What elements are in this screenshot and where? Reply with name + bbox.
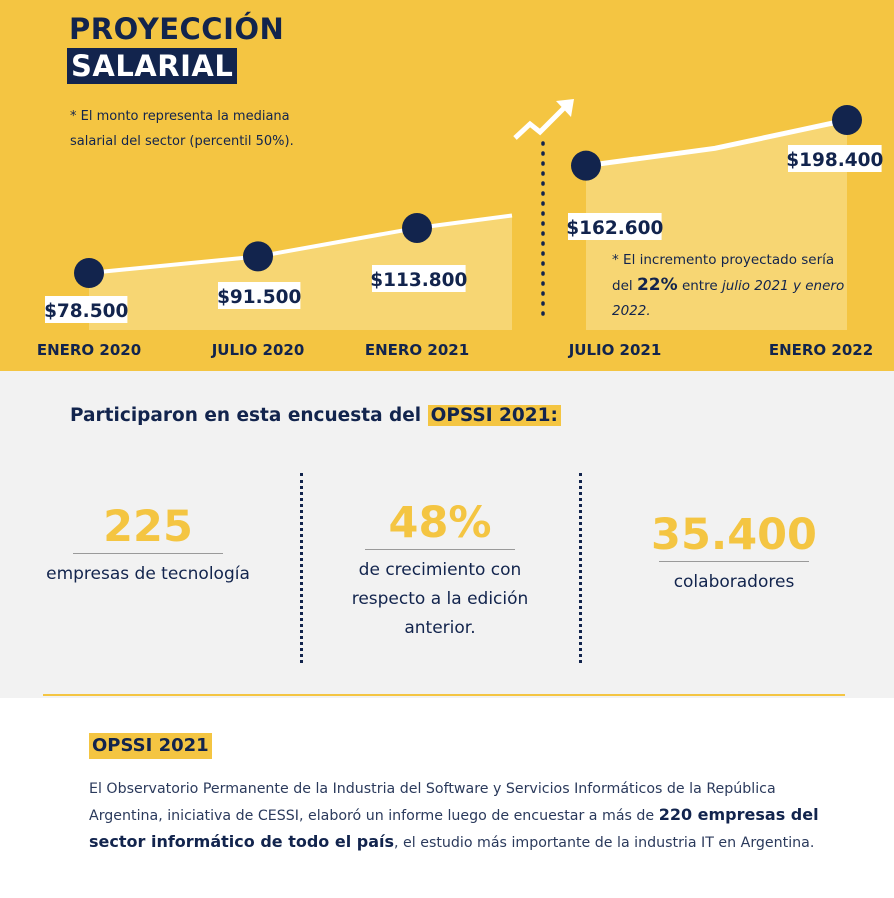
projection-period: julio 2021 y enero 2022.: [612, 278, 845, 319]
projection-percent: 22%: [636, 275, 678, 295]
x-tick-label: ENERO 2022: [769, 341, 873, 359]
data-label-box: [568, 213, 662, 240]
stat-companies-label: empresas de tecnología: [46, 564, 250, 584]
data-label: $78.500: [44, 301, 128, 322]
about-text-bold: 220 empresas del sector informático de t…: [89, 805, 819, 851]
trend-arrow-icon: [513, 105, 567, 140]
data-point: [402, 212, 432, 243]
dotted-divider: [300, 473, 303, 663]
about-title: OPSSI 2021: [89, 733, 212, 759]
chart-title-highlight: SALARIAL: [67, 48, 238, 84]
stat-growth-label-line: anterior.: [404, 618, 476, 638]
historic-series-line: [88, 213, 513, 275]
data-label-box: [45, 296, 128, 323]
stat-growth: 48% de crecimiento con respecto a la edi…: [320, 497, 560, 643]
chart-footnote: * El monto representa la mediana salaria…: [70, 109, 294, 149]
x-tick-label: ENERO 2021: [365, 341, 469, 359]
stat-divider: [659, 561, 809, 562]
chart-title: PROYECCIÓN: [69, 12, 285, 46]
x-tick-label: ENERO 2020: [37, 341, 141, 359]
data-point: [832, 105, 862, 135]
stat-divider: [73, 553, 223, 554]
section-divider: [43, 694, 845, 696]
participants-heading: Participaron en esta encuesta del OPSSI …: [70, 405, 561, 426]
data-label-box: [372, 265, 466, 292]
dotted-divider: [579, 473, 582, 663]
data-point: [243, 241, 273, 272]
stat-growth-label-line: de crecimiento con: [358, 560, 522, 580]
x-tick-label: JULIO 2020: [211, 341, 305, 359]
participants-section: Participaron en esta encuesta del OPSSI …: [0, 371, 894, 698]
participants-heading-highlight: OPSSI 2021:: [427, 405, 561, 426]
projected-area: [586, 120, 847, 330]
projection-note-prefix: * El incremento proyectado sería del: [612, 252, 835, 294]
stat-collaborators-label: colaboradores: [673, 572, 795, 592]
historic-area: [89, 215, 512, 330]
stat-growth-label: de crecimiento con respecto a la edición…: [320, 556, 560, 643]
projected-series-line: [585, 117, 848, 169]
salary-projection-chart: $78.500 $91.500 $113.800 $162.600 $198.400 EN…: [0, 0, 894, 371]
stat-divider: [365, 549, 515, 550]
data-label: $162.600: [566, 218, 663, 239]
stat-companies-value: 225: [103, 502, 193, 552]
x-tick-label: JULIO 2021: [568, 341, 662, 359]
data-label-box: [788, 145, 882, 172]
stat-growth-label-line: respecto a la edición: [351, 589, 529, 609]
trend-arrowhead-icon: [556, 99, 574, 117]
data-label: $198.400: [786, 150, 883, 171]
data-point: [571, 150, 601, 181]
data-point: [74, 258, 104, 288]
stat-collaborators: 35.400 colaboradores: [626, 509, 842, 597]
data-label: $91.500: [217, 287, 301, 308]
stat-collaborators-value: 35.400: [651, 510, 817, 560]
chart-canvas: $78.500 $91.500 $113.800 $162.600 $198.400 EN…: [37, 99, 883, 359]
projection-note-middle: entre: [681, 278, 718, 294]
about-text-part: El Observatorio Permanente de la Industr…: [89, 781, 776, 824]
about-text: El Observatorio Permanente de la Industr…: [89, 776, 849, 856]
about-text-part: , el estudio más importante de la indust…: [394, 835, 815, 851]
data-label: $113.800: [370, 270, 467, 291]
projection-note: * El incremento proyectado sería del 22%…: [612, 248, 852, 324]
participants-heading-text: Participaron en esta encuesta del: [70, 405, 422, 426]
stat-growth-value: 48%: [388, 498, 492, 548]
stat-companies: 225 empresas de tecnología: [30, 501, 266, 589]
data-label-box: [218, 282, 301, 309]
